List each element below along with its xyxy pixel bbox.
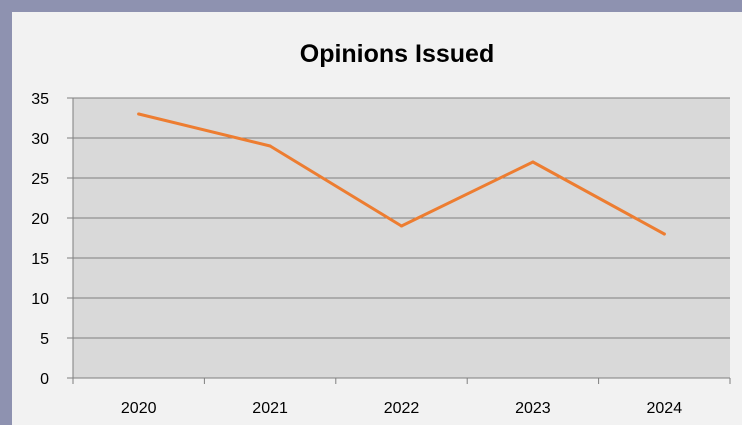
data-point [137,112,141,116]
data-point [531,160,535,164]
data-point [662,232,666,236]
series-layer [137,112,666,236]
y-tick-label: 30 [31,131,49,148]
chart-title: Opinions Issued [300,40,494,68]
data-point [400,224,403,228]
y-tick-label: 15 [31,251,49,268]
x-tick-label: 2020 [121,400,157,417]
y-tick-label: 35 [31,91,49,108]
x-tick-label: 2024 [647,400,683,417]
data-point [268,144,272,148]
x-tick-label: 2023 [515,400,551,417]
y-tick-label: 20 [31,211,49,228]
line-chart: Opinions Issued 0 5 10 15 20 25 30 35 2020 2021 20… [31,40,731,417]
chart-frame: Opinions Issued 0 5 10 15 20 25 30 35 2020 2021 20… [12,12,742,425]
y-tick-label: 10 [31,291,49,308]
y-tick-label: 0 [40,371,49,388]
y-tick-label: 5 [40,331,49,348]
gridlines [73,97,730,339]
plot-area [73,98,730,378]
x-tick-label: 2022 [384,400,420,417]
axes: 0 5 10 15 20 25 30 35 2020 2021 2022 2023 2024 [31,91,731,417]
x-tick-label: 2021 [252,400,288,417]
y-tick-label: 25 [31,171,49,188]
